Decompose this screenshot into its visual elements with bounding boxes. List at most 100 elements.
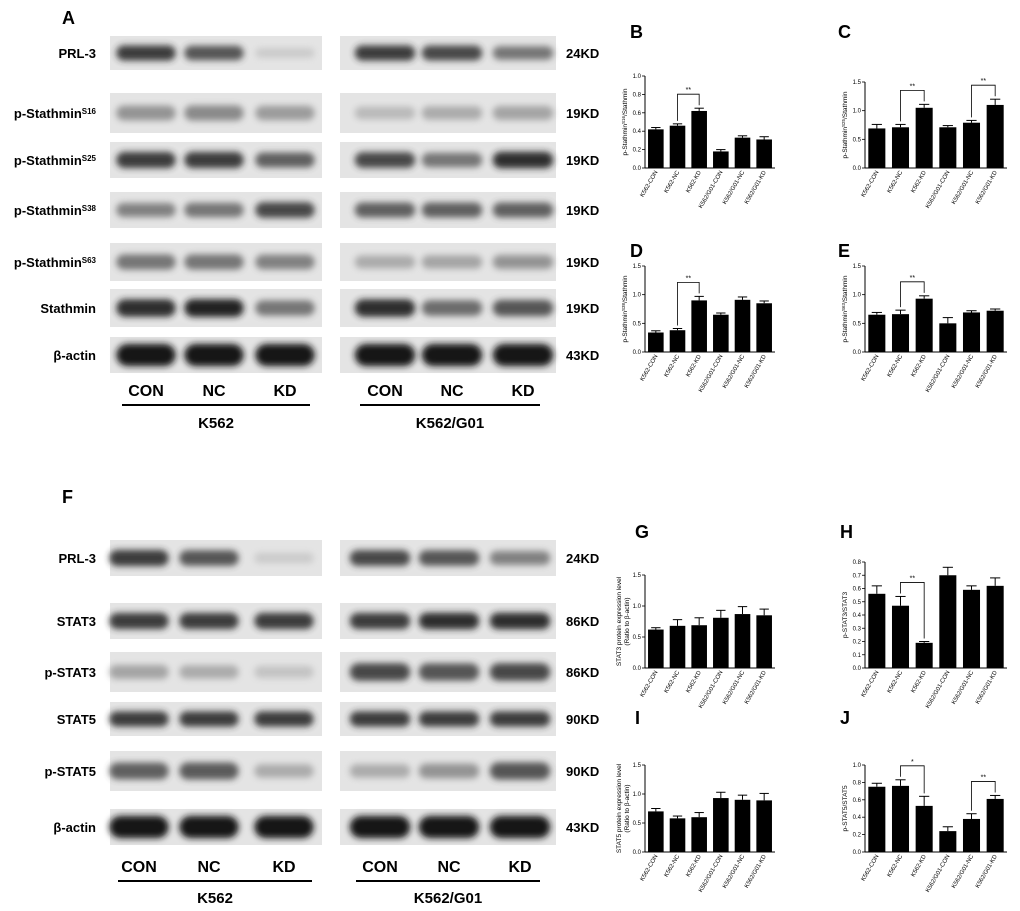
blot-image-k562 [110,36,322,70]
blot-image-k562g01 [340,93,556,133]
blot-row-label: p-StathminS38 [14,203,97,218]
bracket-line [971,781,996,811]
x-tick-label: K562-NC [664,853,682,878]
x-tick-label: K562-NC [887,853,905,878]
y-axis-label-text: p-StathminS63/Stathmin [841,275,850,342]
blot-band [354,202,416,218]
blot-row-kd: 19KD [566,203,599,218]
blot-row: p-STAT3 86KD [44,652,599,692]
blot-row-kd: 43KD [566,820,599,835]
significance-bracket: ** [677,275,700,326]
x-tick-label-wrap: K562-CON [861,170,881,198]
blot-band [349,612,411,630]
blot-row: β-actin 43KD [53,337,599,373]
y-tick-label: 0.5 [633,821,642,827]
x-tick-label-wrap: K562/G01-CON [698,854,724,894]
x-tick-label: K562-KD [686,353,704,378]
panel-letter-e: E [838,241,850,261]
lane-label: CON [362,859,398,876]
blot-band [492,106,554,120]
y-tick-label: 0.5 [853,600,862,606]
y-axis-label-text: p-StathminS16/Stathmin [621,88,630,155]
y-tick-label: 1.5 [853,264,862,270]
blot-image-k562g01 [340,243,556,281]
bar [986,104,1004,168]
blot-band [109,549,169,567]
bar [669,330,686,352]
x-tick-label-wrap: K562/G01-NC [951,169,975,205]
blot-band [109,612,169,630]
lane-label: KD [273,383,296,400]
blot-band [492,151,554,169]
x-tick-label-wrap: K562-NC [664,169,682,194]
significance-label: * [911,759,914,766]
lane-label: CON [367,383,403,400]
x-tick-label-wrap: K562/G01-NC [722,353,746,389]
bar [734,614,751,668]
panel-letter-b: B [630,22,643,42]
blot-row: STAT3 86KD [57,603,599,639]
blot-band [254,711,314,727]
blot-band [184,202,244,218]
bar [734,299,751,352]
blot-band [179,550,239,566]
x-tick-label: K562/G01-NC [951,669,975,705]
x-tick-label-wrap: K562-KD [686,669,704,694]
bar [756,303,772,352]
blot-band [421,202,483,218]
x-tick-label-wrap: K562/G01-KD [744,169,768,205]
lane-label: KD [511,383,534,400]
significance-label: ** [910,83,916,90]
bar [669,625,686,668]
y-axis-label-post: /Stathmin [622,275,629,303]
x-tick-label: K562/G01-KD [975,169,999,205]
bar [915,298,933,352]
x-tick-label-wrap: K562-CON [640,170,660,198]
blot-band [116,151,176,169]
x-tick-label-wrap: K562-CON [640,354,660,382]
x-tick-label-wrap: K562-NC [887,853,905,878]
blot-row-kd: 43KD [566,348,599,363]
x-tick-label-wrap: K562-NC [887,353,905,378]
x-tick-label-wrap: K562/G01-KD [975,353,999,389]
bar [868,786,886,852]
blot-band [254,764,314,778]
y-axis-label: p-STAT3/STAT3 [842,592,849,638]
blot-band [421,255,483,269]
x-tick-label-wrap: K562/G01-KD [744,853,768,889]
y-tick-label: 0.0 [633,350,642,356]
blot-band [184,105,244,121]
blot-lane-labels: CON NC KD K562 CON NC KD K562/G01 [118,859,540,907]
blot-row-label: PRL-3 [58,46,96,61]
blot-image-k562 [110,192,322,228]
significance-bracket: ** [971,78,996,118]
x-tick-label: K562/G01-NC [951,853,975,889]
blot-row-label: β-actin [53,348,96,363]
blot-band [418,612,480,630]
blot-band [184,45,244,61]
bracket-line [677,93,700,121]
blot-band [254,815,314,839]
blot-band [255,105,315,121]
blot-band [254,612,314,630]
blot-row-kd: 19KD [566,153,599,168]
y-axis-label: p-STAT5/STAT5 [842,785,849,831]
blot-band [489,762,551,780]
bracket-line [971,84,996,118]
bar [962,122,981,168]
y-tick-label: 1.0 [853,293,862,299]
significance-label: ** [686,87,692,94]
y-axis-label-sup: S16 [621,116,626,125]
x-tick-label: K562/G01-CON [925,670,951,710]
blot-band [421,152,483,168]
panel-letter-i: I [635,708,640,728]
bar [713,798,729,852]
y-tick-label: 1.0 [633,792,642,798]
bar [669,125,686,168]
bar [756,139,772,168]
blot-image-k562g01 [340,36,556,70]
x-tick-label-wrap: K562/G01-KD [975,169,999,205]
bar [648,129,664,168]
blot-band [489,550,551,566]
